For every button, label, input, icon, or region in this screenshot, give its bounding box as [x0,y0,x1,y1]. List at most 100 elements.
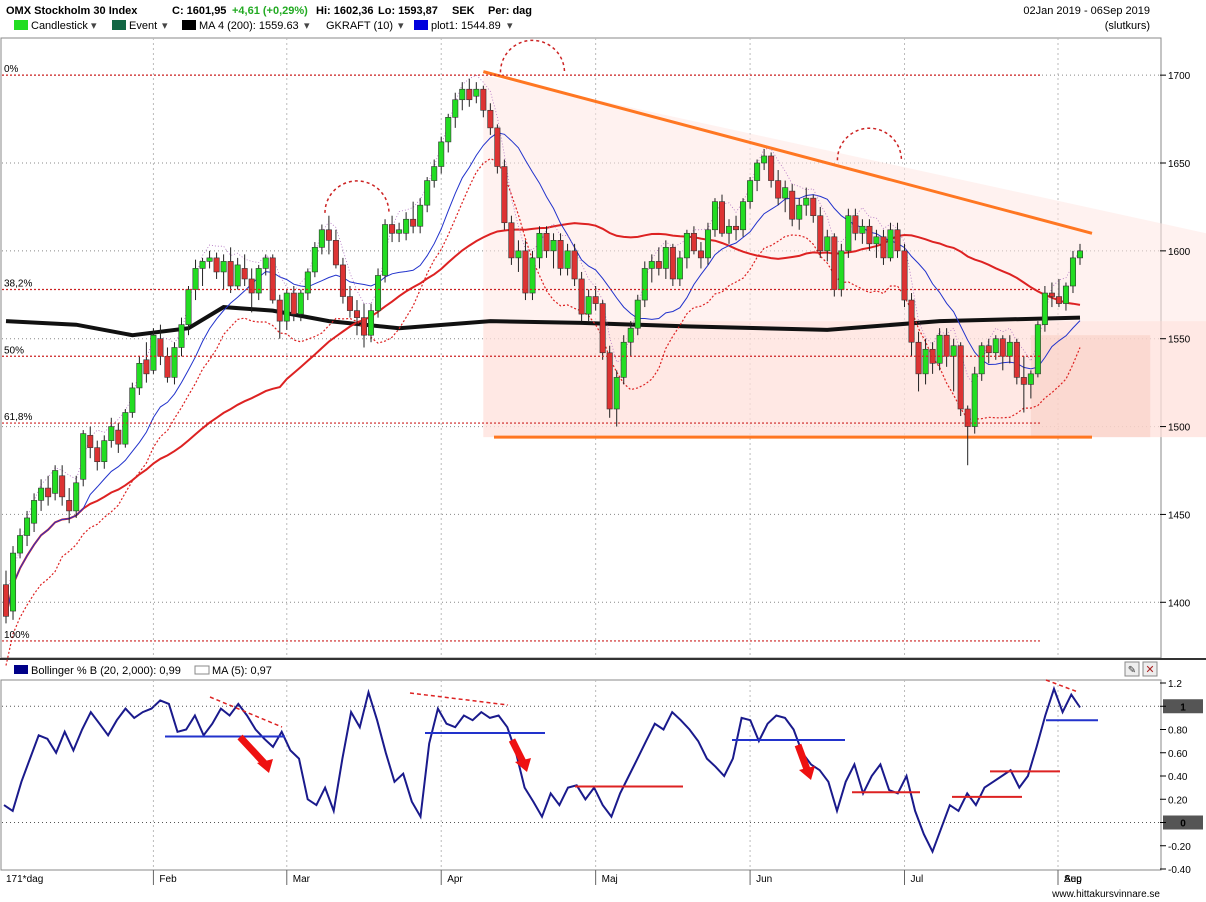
candle-body [859,225,866,234]
candle [606,345,613,418]
candle [304,268,311,301]
top-arc [324,180,390,213]
candle-body [775,180,782,199]
legend-dropdown-icon[interactable]: ▾ [398,20,404,32]
candle-body [620,341,627,378]
candle [17,528,24,559]
candle [550,233,557,269]
candle [789,184,796,227]
candle [1006,335,1013,364]
down-arrow-head [515,758,531,772]
candle-body [66,500,73,512]
price-tick-label: 1500 [1168,423,1191,434]
legend-item-ma200[interactable]: MA 4 (200): 1559.63 ▾ [182,20,310,32]
price-tick-label: 1550 [1168,335,1191,346]
candle [782,180,789,213]
candle [894,222,901,258]
candle [536,226,543,269]
candle-body [964,408,971,427]
legend-item-candlestick[interactable]: Candlestick ▾ [14,20,97,32]
candle-body [845,215,852,252]
price-tick-label: 1450 [1168,510,1191,521]
candle [241,254,248,286]
candle [276,294,283,339]
candle [80,430,87,487]
candle-body [515,250,522,259]
time-axis-corner: 171*dag [6,874,43,885]
candle [571,243,578,286]
candle-body [459,88,466,101]
candle-body [185,289,192,325]
candle [508,215,515,265]
candle-body [627,327,634,343]
candle [45,475,52,506]
candle [1020,356,1027,413]
candle-body [290,292,297,315]
candle [389,215,396,243]
candle [873,229,880,258]
settings-icon[interactable]: ✎ [1124,661,1140,677]
legend-label-candlestick: Candlestick [31,20,88,32]
legend-swatch-event [112,20,126,30]
down-arrow [508,738,528,766]
candle [1069,250,1076,294]
legend-item-event[interactable]: Event ▾ [112,20,168,32]
candle [290,286,297,322]
candle [339,257,346,304]
high-value: Hi: 1602,36 [316,5,373,17]
down-arrow [794,743,812,774]
legend-dropdown-icon[interactable]: ▾ [507,20,513,32]
candle-body [508,222,515,259]
candle-body [283,292,290,322]
candle [199,257,206,286]
legend-dropdown-icon[interactable]: ▾ [162,20,168,32]
candle-body [894,229,901,252]
candle [234,257,241,290]
candle [683,229,690,269]
candle-body [557,240,564,269]
candle-body [1048,292,1055,297]
candle-body [683,232,690,259]
candle [922,338,929,385]
candle-body [318,229,325,248]
legend-item-plot1[interactable]: plot1: 1544.89 ▾ [414,20,513,32]
candle [585,289,592,322]
candle [417,198,424,234]
indicator-title: Bollinger % B (20, 2,000): 0,99 [31,665,181,677]
candle [838,243,845,297]
candle [248,268,255,313]
candle-body [936,334,943,364]
candle [726,219,733,244]
indicator-tick-badge [1163,815,1203,830]
candle [59,465,66,506]
candle-body [325,229,332,241]
legend-dropdown-icon[interactable]: ▾ [304,20,310,32]
candle-body [1062,285,1069,304]
indicator-tick-label: 1.2 [1168,679,1182,690]
candle-body [648,261,655,269]
candle-body [761,155,768,164]
legend-dropdown-icon[interactable]: ▾ [91,20,97,32]
candle [122,409,129,448]
legend-item-gkraft[interactable]: GKRAFT (10) ▾ [326,20,404,32]
down-arrow-head [799,766,815,780]
month-label: Sep [1064,874,1082,885]
price-tick-label: 1700 [1168,71,1191,82]
candle [2,570,10,624]
candle-body [487,109,494,129]
candle [796,198,803,230]
candle [10,546,17,620]
candle-body [943,334,950,357]
indicator-ma-label: MA (5): 0,97 [212,665,272,677]
candle-body [417,204,424,227]
candle-body [150,334,157,371]
close-icon[interactable]: ✕ [1142,661,1158,677]
candle [880,229,887,265]
candle-body [248,278,255,294]
candle-body [971,373,978,427]
candle-body [613,377,620,410]
divergence-arrow [409,692,509,706]
candle-body [276,299,283,322]
legend-label-event: Event [129,20,157,32]
candle-body [585,296,592,315]
